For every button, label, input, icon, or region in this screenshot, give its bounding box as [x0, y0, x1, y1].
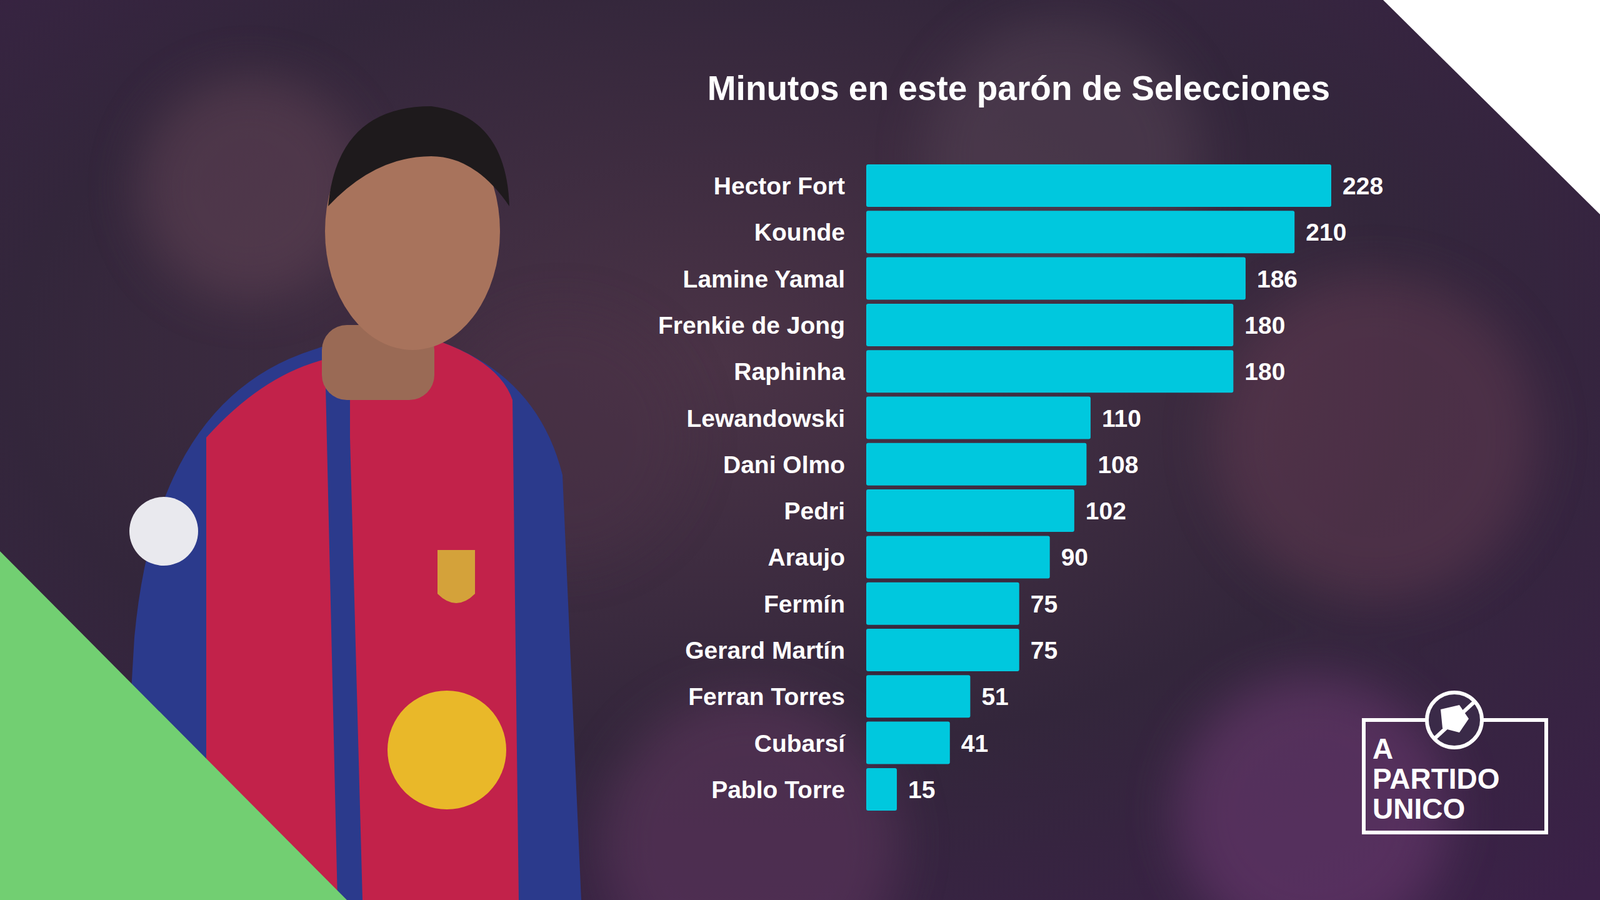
- data-label: 90: [1061, 543, 1089, 571]
- category-label: Hector Fort: [713, 172, 845, 200]
- bar: [866, 164, 1332, 207]
- data-label: 102: [1085, 497, 1127, 525]
- bars: [866, 164, 1332, 811]
- category-label: Lamine Yamal: [683, 265, 845, 293]
- logo: APARTIDOUNICO: [1363, 692, 1547, 833]
- data-label: 186: [1256, 265, 1298, 293]
- category-label: Cubarsí: [754, 730, 846, 757]
- title: Minutos en este parón de Selecciones: [707, 68, 1330, 108]
- logo-ball: [1426, 692, 1482, 748]
- category-label: Pablo Torre: [711, 776, 845, 804]
- logo-text: APARTIDOUNICO: [1372, 732, 1500, 825]
- bar: [866, 303, 1234, 347]
- category-label: Araujo: [767, 543, 845, 571]
- category-label: Raphinha: [733, 358, 845, 385]
- data-label: 180: [1244, 311, 1285, 339]
- category-label: Kounde: [754, 218, 845, 246]
- category-label: Dani Olmo: [723, 451, 845, 479]
- corner-green: [0, 551, 347, 900]
- bar: [866, 443, 1087, 486]
- bar: [866, 628, 1020, 672]
- category-label: Gerard Martín: [685, 636, 845, 664]
- category-label: Frenkie de Jong: [658, 311, 845, 339]
- data-label: 75: [1030, 590, 1058, 618]
- category-label: Lewandowski: [686, 405, 845, 432]
- chart-svg: Minutos en este parón de Selecciones Hect…: [0, 0, 1600, 900]
- bar: [866, 396, 1091, 440]
- data-label: 110: [1101, 405, 1142, 432]
- bar: [866, 210, 1295, 254]
- data-label: 108: [1097, 451, 1139, 479]
- labels: Hector Fort 228 Kounde 210 Lamine Yamal 186 Fr…: [658, 172, 1384, 804]
- bar: [866, 350, 1234, 393]
- bar: [866, 768, 897, 811]
- data-label: 41: [961, 730, 989, 757]
- data-label: 180: [1244, 358, 1285, 385]
- category-label: Ferran Torres: [688, 683, 845, 710]
- data-label: 51: [981, 683, 1009, 710]
- bar: [866, 675, 970, 718]
- chart-root: Minutos en este parón de Selecciones Hect…: [0, 0, 1600, 900]
- data-label: 15: [908, 776, 935, 804]
- category-label: Pedri: [783, 497, 845, 525]
- category-label: Fermín: [763, 590, 845, 618]
- data-label: 210: [1305, 218, 1347, 246]
- bar: [866, 535, 1050, 579]
- data-label: 75: [1030, 636, 1058, 664]
- bar: [866, 257, 1246, 300]
- bar: [866, 582, 1020, 625]
- bar: [866, 489, 1075, 532]
- corner-white: [1383, 0, 1600, 215]
- data-label: 228: [1342, 172, 1384, 200]
- bar: [866, 721, 950, 765]
